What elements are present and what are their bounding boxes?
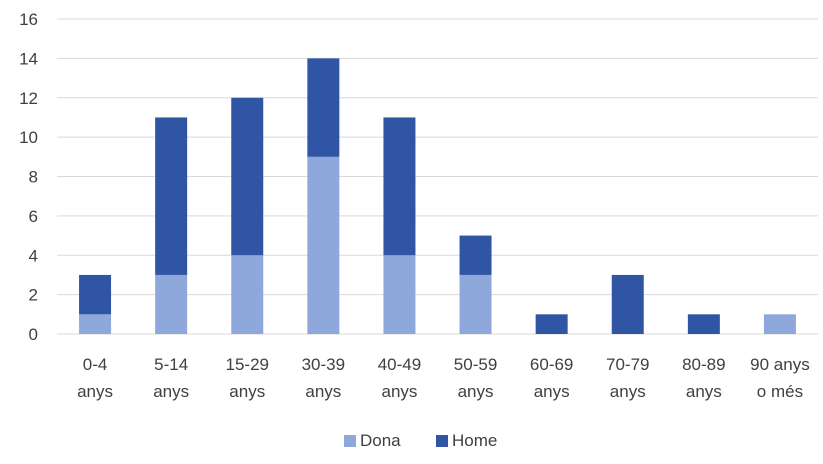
y-tick-label: 8 [29,168,38,187]
bar-home [383,117,416,256]
y-tick-label: 12 [19,89,38,108]
x-tick-label: anys [534,382,570,401]
x-tick-label: 50-59 [454,355,497,374]
bar-home [611,274,644,334]
x-tick-label: 80-89 [682,355,725,374]
y-tick-label: 2 [29,286,38,305]
legend: Dona Home [344,431,497,450]
y-tick-label: 0 [29,325,38,344]
bar-dona [383,255,416,334]
x-tick-label: anys [77,382,113,401]
legend-swatch-dona [344,435,356,447]
bar-home [231,97,264,256]
legend-label-home: Home [452,431,497,450]
x-tick-label: 60-69 [530,355,573,374]
x-tick-label: 0-4 [83,355,108,374]
x-tick-label: anys [305,382,341,401]
x-tick-label: anys [153,382,189,401]
x-tick-label: anys [229,382,265,401]
x-tick-label: 15-29 [226,355,269,374]
legend-swatch-home [436,435,448,447]
bar-dona [231,255,264,334]
x-tick-label: o més [757,382,803,401]
bar-home [307,58,340,157]
x-axis-ticks: 0-4 anys 5-14 anys 15-29 anys 30-39 anys 40-49 an… [77,355,810,401]
x-tick-label: anys [610,382,646,401]
x-tick-label: 70-79 [606,355,649,374]
x-tick-label: anys [458,382,494,401]
bar-dona [307,156,340,334]
y-tick-label: 16 [19,10,38,29]
y-axis-ticks: 0 2 4 6 8 10 12 14 16 [19,10,38,344]
y-tick-label: 6 [29,207,38,226]
bar-home [459,235,492,275]
bar-home [155,117,188,275]
y-tick-label: 4 [29,246,38,265]
x-tick-label: 5-14 [154,355,188,374]
bar-home [535,314,568,334]
x-tick-label: 30-39 [302,355,345,374]
bars [79,58,796,334]
bar-dona [763,314,796,334]
x-tick-label: anys [686,382,722,401]
y-tick-label: 10 [19,128,38,147]
bar-dona [155,274,188,334]
bar-dona [79,314,112,334]
bar-home [79,274,112,315]
x-tick-label: 90 anys [750,355,810,374]
x-tick-label: 40-49 [378,355,421,374]
y-tick-label: 14 [19,49,38,68]
x-tick-label: anys [381,382,417,401]
legend-label-dona: Dona [360,431,401,450]
bar-home [687,314,720,334]
bar-dona [459,274,492,334]
